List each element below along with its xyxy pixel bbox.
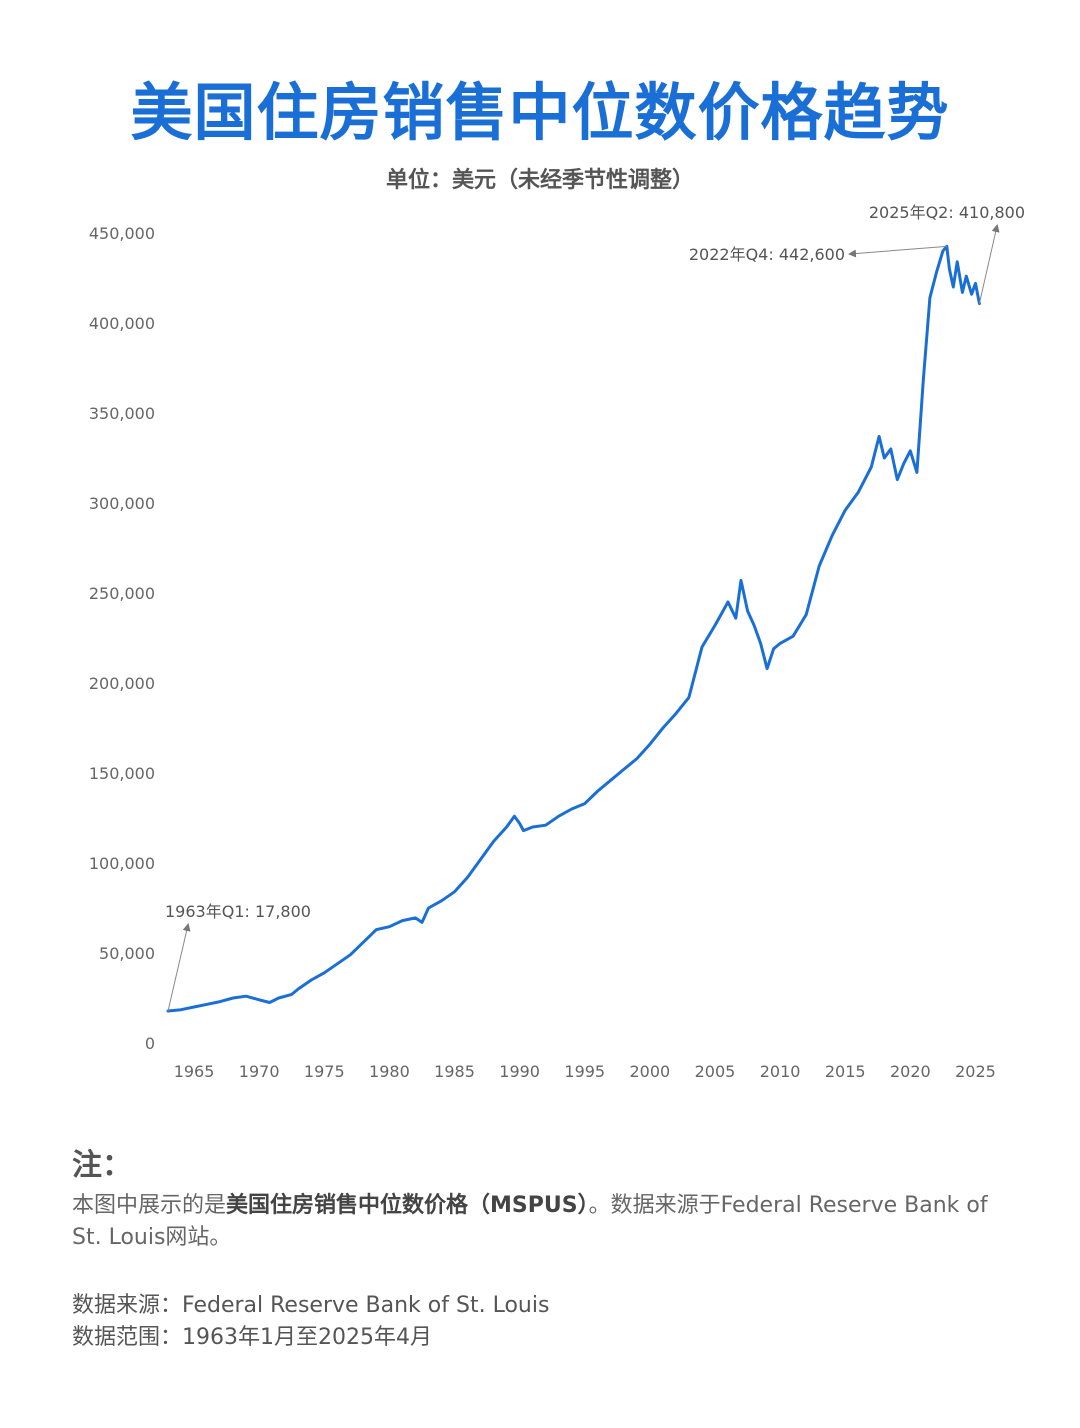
notes-body-before: 本图中展示的是 [72, 1193, 227, 1218]
x-tick-label: 2020 [890, 1062, 931, 1081]
y-tick-label: 150,000 [89, 764, 155, 783]
x-tick-label: 1995 [564, 1062, 605, 1081]
x-axis: 1965 1970 1975 1980 1985 1990 1995 2000 2005 2010… [174, 1062, 996, 1081]
y-tick-label: 350,000 [89, 404, 155, 423]
y-tick-label: 300,000 [89, 494, 155, 513]
x-tick-label: 2025 [955, 1062, 996, 1081]
x-tick-label: 2015 [825, 1062, 866, 1081]
x-tick-label: 1970 [239, 1062, 280, 1081]
annotation-label: 1963年Q1: 17,800 [165, 902, 311, 921]
annotation-layer: 1963年Q1: 17,800 2022年Q4: 442,600 2025年Q2: … [165, 203, 1025, 1012]
notes-body-after: 。数据来源于Federal Reserve Bank of St. Louis网… [72, 1193, 988, 1250]
x-tick-label: 2000 [630, 1062, 671, 1081]
chart-subtitle: 单位：美元（未经季节性调整） [385, 168, 694, 193]
x-tick-label: 1980 [369, 1062, 410, 1081]
x-tick-label: 1990 [499, 1062, 540, 1081]
series-layer [166, 244, 981, 1013]
notes-heading: 注： [72, 1148, 132, 1183]
x-tick-label: 1975 [304, 1062, 345, 1081]
y-tick-label: 200,000 [89, 674, 155, 693]
x-tick-label: 1965 [174, 1062, 215, 1081]
series-line [166, 244, 981, 1013]
annotation-label: 2022年Q4: 442,600 [689, 245, 845, 264]
annotation-pointer [978, 224, 1000, 304]
line-chart: 0 50,000 100,000 150,000 200,000 250,000 300,0… [89, 203, 1025, 1081]
notes-body-bold: 美国住房销售中位数价格（MSPUS） [226, 1193, 589, 1218]
y-tick-label: 400,000 [89, 314, 155, 333]
x-tick-label: 1985 [434, 1062, 475, 1081]
y-axis: 0 50,000 100,000 150,000 200,000 250,000 300,0… [89, 224, 155, 1053]
data-source: 数据来源：Federal Reserve Bank of St. Louis [72, 1293, 550, 1318]
y-tick-label: 100,000 [89, 854, 155, 873]
meta-block: 数据来源：Federal Reserve Bank of St. Louis 数… [72, 1290, 549, 1354]
y-tick-label: 0 [145, 1034, 155, 1053]
data-range: 数据范围：1963年1月至2025年4月 [72, 1325, 432, 1350]
x-tick-label: 2010 [760, 1062, 801, 1081]
annotation-pointer [167, 923, 191, 1012]
notes-body: 本图中展示的是美国住房销售中位数价格（MSPUS）。数据来源于Federal R… [72, 1190, 1012, 1254]
y-tick-label: 50,000 [99, 944, 155, 963]
chart-title: 美国住房销售中位数价格趋势 [130, 76, 950, 149]
y-tick-label: 250,000 [89, 584, 155, 603]
annotation-pointer [848, 245, 947, 258]
annotation-label: 2025年Q2: 410,800 [869, 203, 1025, 222]
y-tick-label: 450,000 [89, 224, 155, 243]
x-tick-label: 2005 [695, 1062, 736, 1081]
